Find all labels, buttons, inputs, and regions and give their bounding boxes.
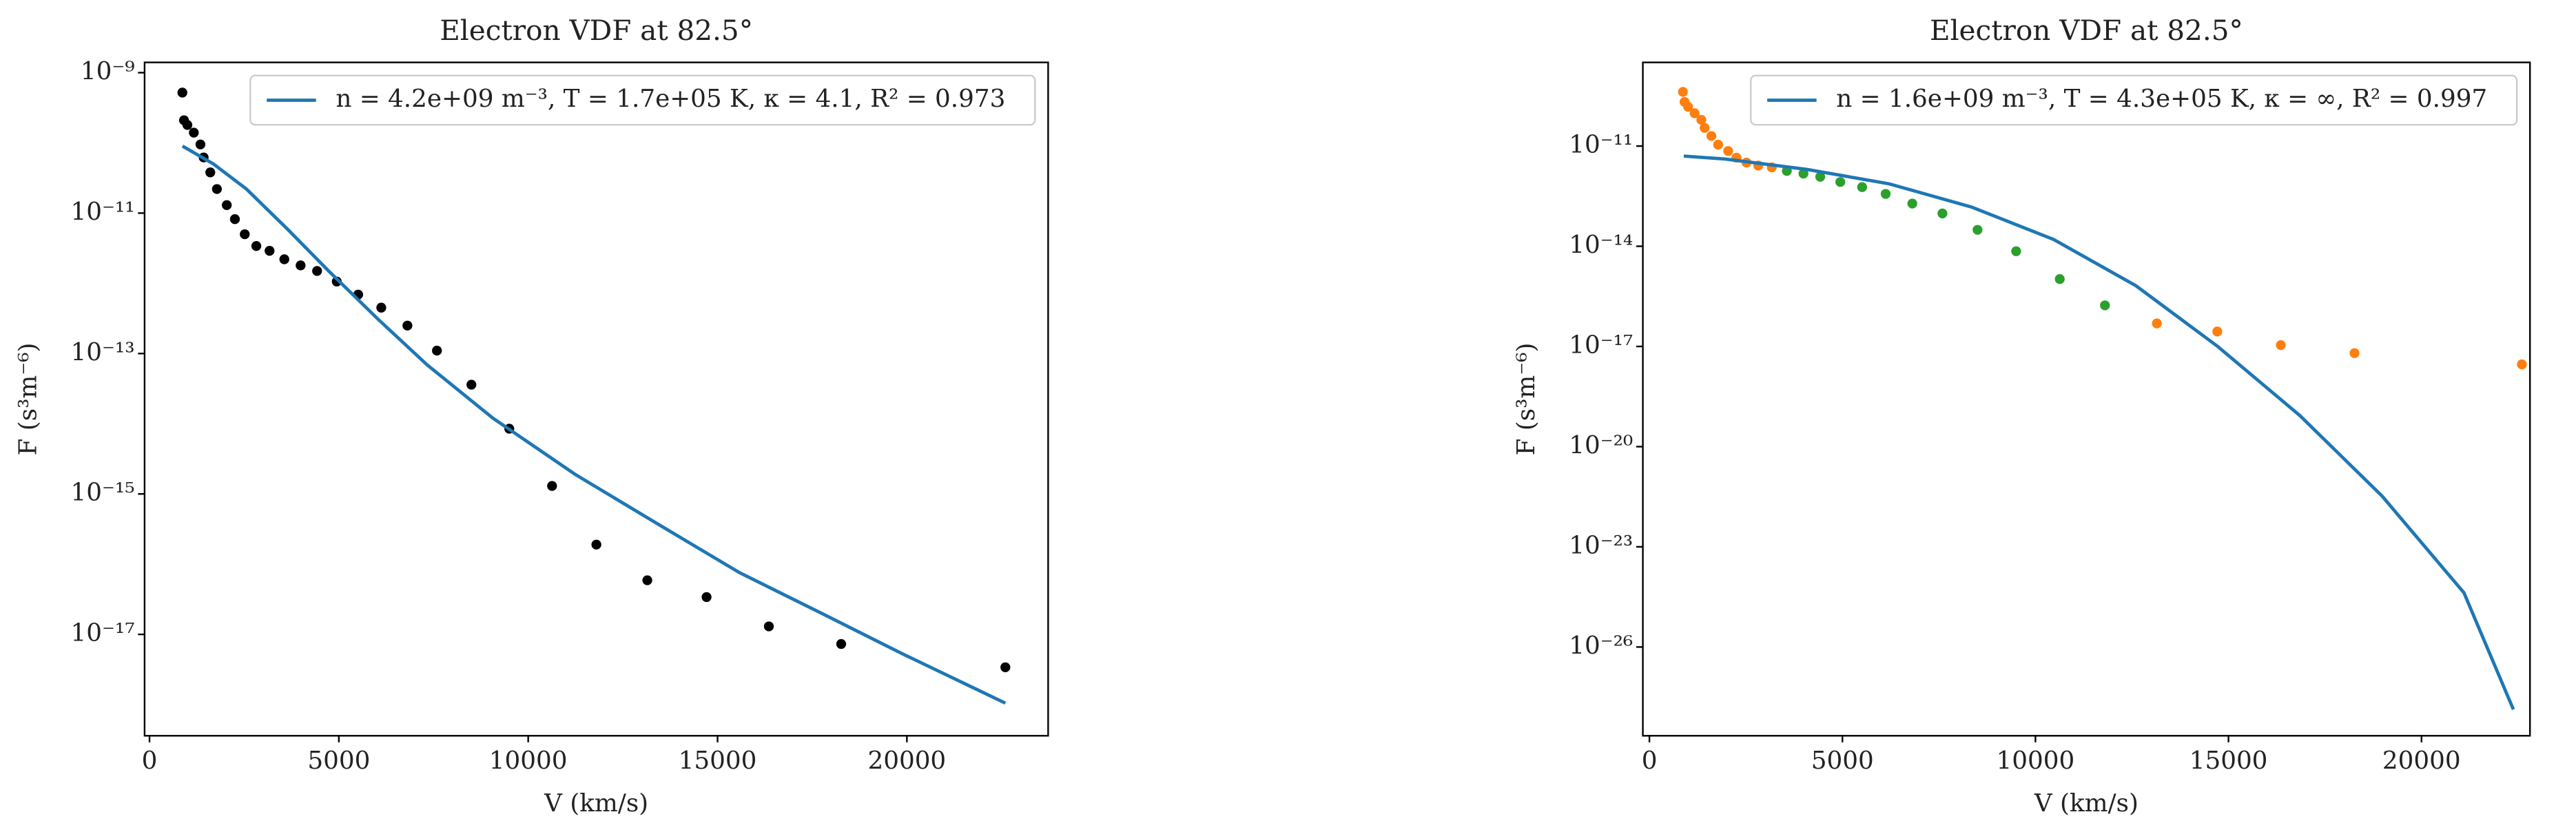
- data-point: [701, 592, 712, 603]
- data-point: [2054, 274, 2065, 284]
- legend: n = 1.6e+09 m⁻³, T = 4.3e+05 K, κ = ∞, R…: [1750, 74, 2518, 126]
- data-point: [591, 539, 601, 550]
- data-point: [229, 214, 240, 225]
- data-point: [2212, 326, 2223, 337]
- data-point: [1880, 189, 1891, 199]
- data-point: [466, 379, 477, 390]
- data-point: [2100, 300, 2110, 311]
- x-tick-label: 20000: [867, 747, 946, 775]
- y-tick-label: 10⁻⁹: [81, 57, 135, 85]
- x-tick-label: 10000: [489, 747, 568, 775]
- data-point: [1706, 131, 1717, 141]
- data-point: [1678, 87, 1688, 97]
- fit-line: [181, 145, 1007, 705]
- data-point: [205, 167, 216, 178]
- chart-title: Electron VDF at 82.5°: [440, 14, 753, 47]
- data-point: [1682, 101, 1693, 112]
- data-point: [547, 481, 557, 491]
- legend-frame: [249, 74, 1036, 126]
- y-axis-label: F (s³m⁻⁶): [14, 343, 42, 456]
- chart: Electron VDF at 82.5° V (km/s) F (s³m⁻⁶) 0 5…: [1512, 14, 2531, 818]
- legend: n = 4.2e+09 m⁻³, T = 1.7e+05 K, κ = 4.1,…: [249, 74, 1036, 126]
- y-tick-label: 10⁻¹⁵: [71, 479, 135, 507]
- plot-frame: [1642, 61, 2531, 737]
- fit-line: [1683, 154, 2515, 710]
- data-point: [763, 621, 774, 632]
- data-point: [1000, 662, 1011, 673]
- data-point: [1937, 208, 1948, 219]
- data-point: [2517, 359, 2527, 370]
- y-tick-label: 10⁻²⁰: [1569, 431, 1633, 459]
- y-tick-label: 10⁻¹¹: [1569, 131, 1633, 159]
- chart: Electron VDF at 82.5° V (km/s) F (s³m⁻⁶) 0 5…: [14, 14, 1049, 818]
- y-tick-label: 10⁻¹³: [71, 338, 135, 366]
- data-point: [1815, 171, 1826, 182]
- legend-label: n = 4.2e+09 m⁻³, T = 1.7e+05 K, κ = 4.1,…: [336, 85, 1005, 113]
- data-point: [240, 229, 250, 240]
- data-point: [2349, 348, 2360, 358]
- data-point: [212, 184, 223, 194]
- x-tick-label: 0: [1642, 747, 1658, 775]
- x-tick-label: 20000: [2382, 747, 2461, 775]
- x-tick-label: 15000: [2189, 747, 2268, 775]
- legend-frame: [1750, 74, 2518, 126]
- data-point: [1696, 114, 1707, 125]
- data-point: [1798, 168, 1809, 179]
- chart-title: Electron VDF at 82.5°: [1930, 14, 2243, 47]
- data-point: [1907, 198, 1917, 209]
- legend-label: n = 1.6e+09 m⁻³, T = 4.3e+05 K, κ = ∞, R…: [1836, 85, 2487, 113]
- data-point: [1835, 177, 1846, 187]
- x-tick-label: 15000: [679, 747, 757, 775]
- y-tick-label: 10⁻²³: [1569, 531, 1633, 559]
- data-point: [221, 200, 232, 210]
- data-point: [1723, 146, 1733, 156]
- data-point: [2152, 318, 2162, 329]
- data-point: [189, 127, 199, 138]
- data-point: [1857, 182, 1867, 192]
- data-point: [296, 260, 306, 271]
- data-point: [376, 302, 387, 313]
- plot-frame: [143, 61, 1049, 737]
- x-tick-label: 10000: [1997, 747, 2075, 775]
- y-tick-label: 10⁻²⁶: [1569, 632, 1633, 660]
- y-tick-label: 10⁻¹⁴: [1569, 231, 1633, 259]
- data-point: [195, 139, 206, 149]
- data-point: [2011, 246, 2021, 256]
- y-axis-label: F (s³m⁻⁶): [1512, 343, 1541, 456]
- x-axis-label: V (km/s): [544, 789, 648, 818]
- data-point: [312, 266, 322, 276]
- y-tick-label: 10⁻¹¹: [71, 198, 135, 226]
- data-point: [265, 246, 275, 256]
- data-point: [1713, 139, 1723, 150]
- x-axis-label: V (km/s): [2034, 789, 2139, 818]
- data-point: [1689, 108, 1700, 118]
- data-point: [251, 241, 262, 251]
- x-tick-label: 5000: [1811, 747, 1874, 775]
- data-point: [642, 575, 652, 585]
- x-tick-label: 0: [142, 747, 158, 775]
- x-tick-label: 5000: [307, 747, 370, 775]
- data-point: [279, 254, 289, 264]
- data-point: [1972, 225, 1983, 235]
- data-point: [177, 87, 187, 98]
- data-point: [2276, 340, 2286, 351]
- data-point: [432, 345, 442, 356]
- data-point: [836, 638, 847, 649]
- data-point: [402, 320, 413, 331]
- y-tick-label: 10⁻¹⁷: [71, 619, 135, 647]
- y-tick-label: 10⁻¹⁷: [1569, 331, 1633, 360]
- data-point: [182, 120, 193, 130]
- data-point: [1700, 123, 1710, 133]
